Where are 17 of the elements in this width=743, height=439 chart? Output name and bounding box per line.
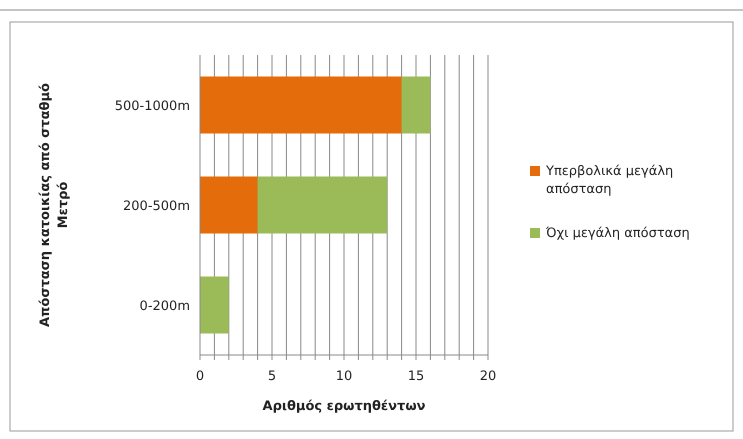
bar (258, 176, 388, 234)
y-tick-label: 200-500m (123, 199, 190, 214)
x-tick-label: 20 (480, 369, 496, 384)
y-tick-label: 0-200m (140, 299, 190, 314)
y-axis-title: Απόσταση κατοικίας από σταθμό Μετρό (38, 82, 71, 327)
x-tick-label: 5 (268, 369, 276, 384)
bar (200, 276, 229, 334)
x-tick-label: 15 (408, 369, 424, 384)
x-tick-label: 0 (196, 369, 204, 384)
y-tick-label: 500-1000m (114, 99, 190, 114)
bar (402, 76, 430, 134)
bar (200, 176, 258, 234)
x-tick-label: 10 (336, 369, 352, 384)
legend-label: Υπερβολικά μεγάλη απόσταση (545, 164, 674, 197)
bar (200, 76, 402, 134)
x-axis-title: Αριθμός ερωτηθέντων (262, 399, 426, 414)
legend-label: Όχι μεγάλη απόσταση (545, 226, 690, 241)
